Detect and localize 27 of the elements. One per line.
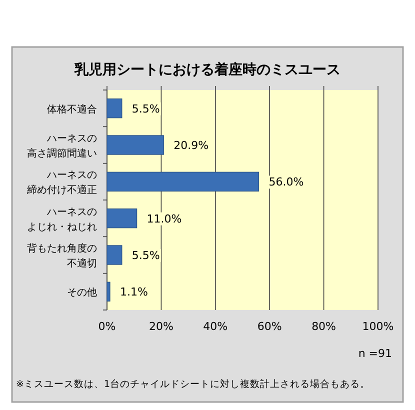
bar <box>106 282 110 302</box>
bar <box>106 135 164 155</box>
text: n =91 <box>358 347 392 360</box>
data-label: 5.5% <box>132 102 160 116</box>
bar <box>106 245 122 265</box>
y-tick-label: その他 <box>67 286 97 299</box>
chart-title: 乳児用シートにおける着座時のミスユース <box>74 61 340 78</box>
bar <box>106 98 122 118</box>
bar <box>106 172 260 192</box>
data-label: 1.1% <box>120 286 148 299</box>
x-tick-label: 60% <box>257 320 282 333</box>
data-label: 20.9% <box>174 139 209 152</box>
x-tick-label: 20% <box>148 320 174 333</box>
data-label: 11.0% <box>146 212 182 226</box>
x-tick-label: 40% <box>203 320 228 333</box>
x-tick-label: 0% <box>98 320 116 333</box>
y-tick-label: ハーネスの高さ調節間違い <box>27 134 97 160</box>
y-tick-label: 背もたれ角度の不適切 <box>27 242 97 270</box>
y-tick-label: 体格不適合 <box>47 103 97 116</box>
bar <box>106 208 138 228</box>
y-tick-label: ハーネスの締め付け不適正 <box>26 170 97 196</box>
data-label: 5.5% <box>132 249 160 262</box>
y-tick-label: ハーネスのよじれ・ねじれ <box>27 206 97 233</box>
x-tick-label: 100% <box>362 320 394 333</box>
data-label: 56.0% <box>268 176 304 189</box>
text: ※ミスユース数は、1台のチャイルドシートに対し複数計上される場合もある。 <box>16 378 370 390</box>
x-tick-label: 80% <box>312 320 336 333</box>
